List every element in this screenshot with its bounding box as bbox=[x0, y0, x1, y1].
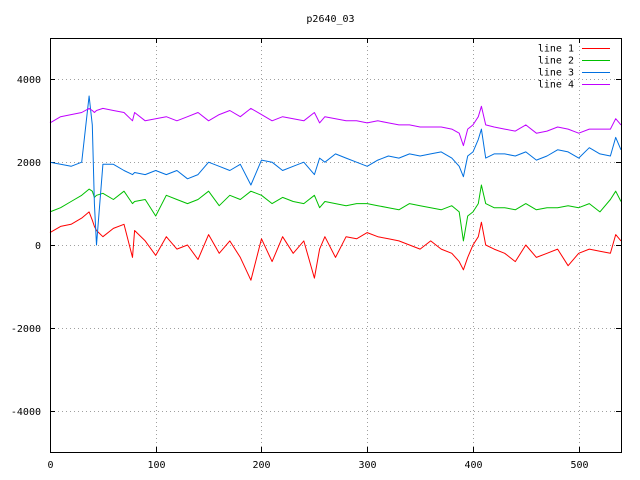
chart-title: p2640_03 bbox=[306, 14, 354, 25]
legend-label: line 1 bbox=[538, 44, 574, 55]
grid bbox=[50, 38, 621, 452]
legend-label: line 3 bbox=[538, 68, 574, 79]
y-tick-label: 4000 bbox=[17, 75, 41, 86]
x-tick-label: 400 bbox=[464, 460, 482, 471]
legend-label: line 4 bbox=[538, 80, 574, 91]
axis-ticks: 0 100 200 300 400 500 -4000 -2000 0 2000 4000 bbox=[11, 38, 621, 471]
x-tick-label: 200 bbox=[252, 460, 270, 471]
series-line-line-1 bbox=[49, 211, 622, 281]
series-line-line-3 bbox=[49, 95, 622, 246]
series-line-line-2 bbox=[49, 184, 622, 242]
plot-series bbox=[49, 95, 622, 281]
x-tick-label: 100 bbox=[147, 460, 165, 471]
x-tick-label: 500 bbox=[570, 460, 588, 471]
x-tick-label: 300 bbox=[358, 460, 376, 471]
y-tick-label: -4000 bbox=[11, 407, 41, 418]
y-tick-label: 0 bbox=[35, 241, 41, 252]
series-line-line-4 bbox=[49, 105, 622, 147]
legend-label: line 2 bbox=[538, 56, 574, 67]
plot-frame bbox=[50, 38, 622, 453]
x-tick-label: 0 bbox=[47, 460, 53, 471]
y-tick-label: 2000 bbox=[17, 158, 41, 169]
y-tick-label: -2000 bbox=[11, 324, 41, 335]
